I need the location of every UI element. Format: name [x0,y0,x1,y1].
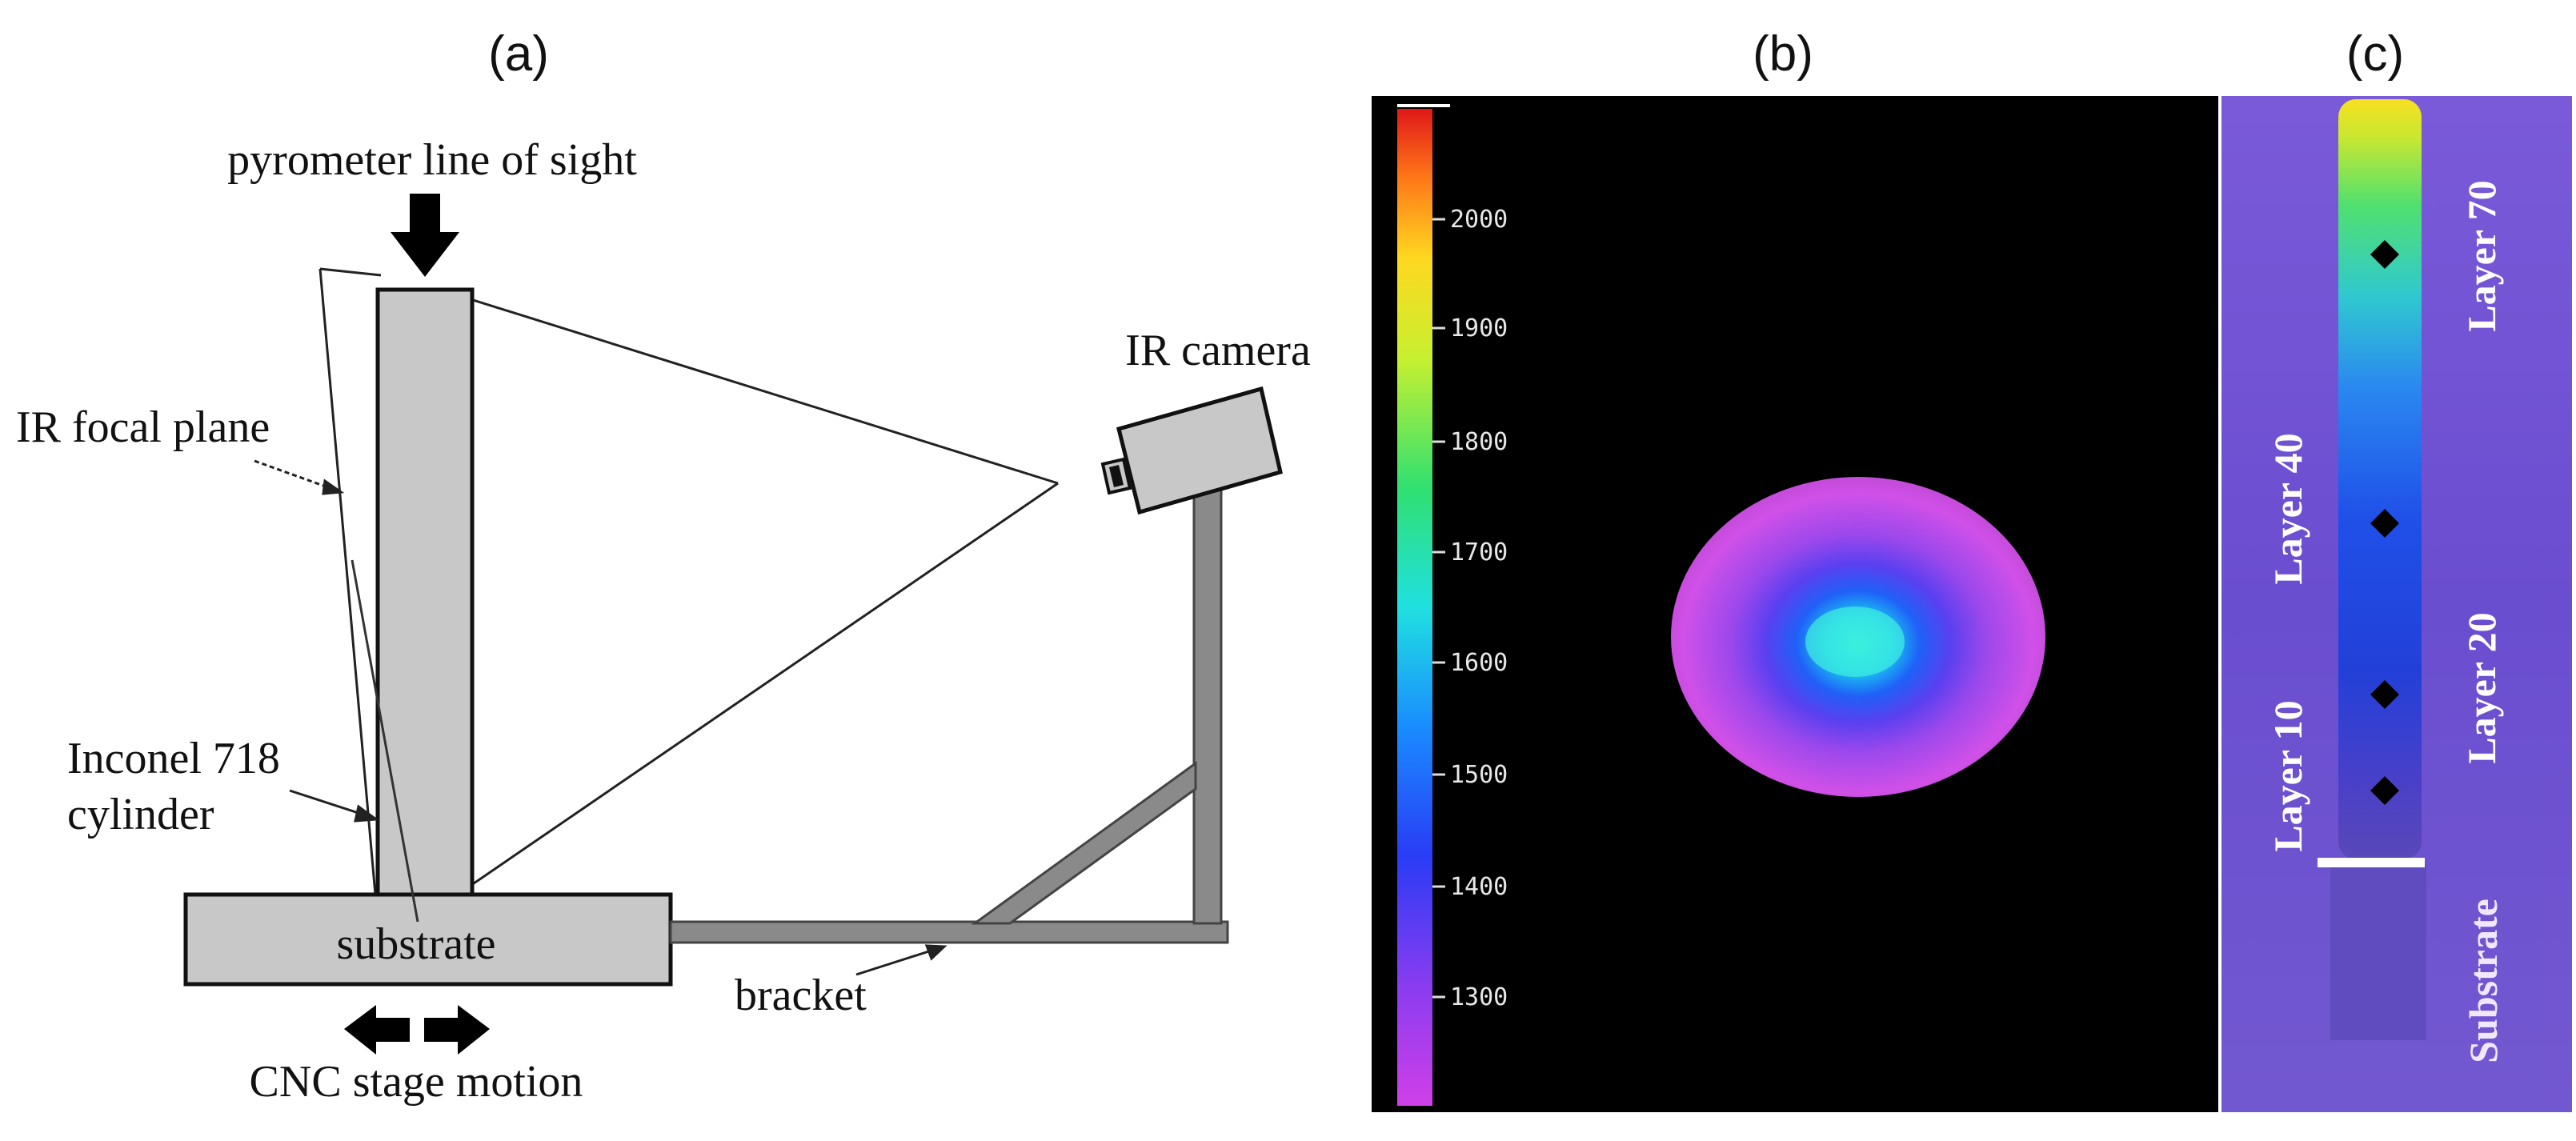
panel-c-substrate-region [2330,864,2426,1040]
bracket-vertical [1192,454,1223,925]
melt-pool-thermal-image [1671,477,2045,797]
ir-camera [1100,386,1283,515]
panel-a: (a) pyrometer line of sight [16,26,1311,1107]
inconel-cylinder [375,287,475,897]
pyrometer-arrow-icon [391,194,459,277]
substrate-c-label: Substrate [2461,899,2506,1063]
layer-70-label: Layer 70 [2459,180,2504,331]
ir-camera-label: IR camera [1125,326,1311,375]
colorbar-tick-1500: 1500 [1450,761,1508,789]
cnc-motion-arrows-icon [344,1005,490,1055]
measurement-markers [2370,240,2399,805]
colorbar-ticks: 2000 1900 1800 1700 1600 1500 1400 1300 [1432,206,1508,1011]
marker-layer-70-icon [2370,240,2399,269]
colorbar-tick-2000: 2000 [1450,206,1508,234]
cnc-label: CNC stage motion [250,1057,583,1107]
bracket-diagonal [971,761,1197,925]
cylinder-label-line2: cylinder [67,790,214,839]
panel-c-label: (c) [2346,26,2404,82]
panel-c: (c) Layer 70 Layer 40 Layer 20 Layer 10 … [2221,26,2572,1112]
substrate-block [183,892,673,987]
substrate-boundary-line [2318,858,2425,867]
colorbar-tick-1300: 1300 [1450,983,1508,1011]
bracket-pointer [855,944,947,976]
substrate-label: substrate [336,919,495,969]
colorbar-tick-1600: 1600 [1450,649,1508,677]
ir-focal-plane-front [351,559,419,923]
cylinder-label-line1: Inconel 718 [67,734,280,783]
ir-focal-plane-label: IR focal plane [16,402,270,452]
colorbar-tick-1700: 1700 [1450,538,1508,566]
colorbar-tick-1900: 1900 [1450,314,1508,342]
ir-field-of-view [417,298,1059,923]
colorbar [1397,109,1432,1106]
panel-b-label: (b) [1753,26,1813,82]
marker-layer-10-icon [2370,776,2399,805]
deposited-wall [2338,99,2422,859]
pyrometer-label: pyrometer line of sight [227,135,637,185]
marker-layer-20-icon [2370,680,2399,709]
marker-layer-40-icon [2370,509,2399,538]
layer-20-label: Layer 20 [2459,612,2504,763]
bracket-label: bracket [735,971,867,1020]
colorbar-tick-1800: 1800 [1450,428,1508,456]
panel-b: (b) 2000 1900 1800 1700 1600 1500 1400 1… [1372,26,2218,1112]
layer-40-label: Layer 40 [2266,433,2310,584]
layer-10-label: Layer 10 [2266,700,2310,851]
cylinder-pointer [289,789,380,823]
ir-focal-plane-pointer [254,459,345,495]
bracket-horizontal [669,920,1229,944]
panel-a-label: (a) [488,26,549,82]
ir-focal-plane [318,267,382,923]
colorbar-tick-1400: 1400 [1450,873,1508,901]
